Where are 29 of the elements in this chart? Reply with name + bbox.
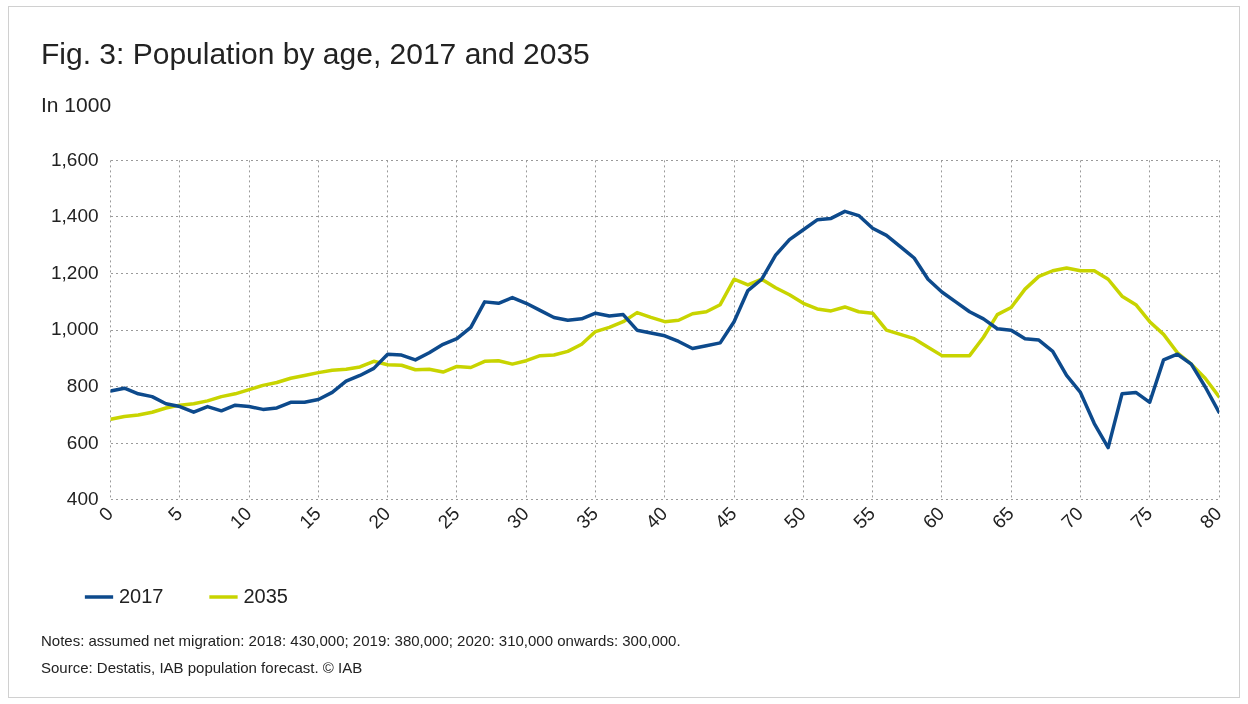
- y-tick-label: 1,200: [51, 261, 99, 283]
- x-tick-label: 35: [572, 502, 603, 533]
- x-tick-label: 65: [987, 502, 1018, 533]
- y-tick-label: 600: [66, 431, 99, 453]
- x-tick-label: 50: [780, 502, 810, 533]
- text: Notes: assumed net migration: 2018: 430,000; 2019: 380,000; 2020: 310,000 onwards: 300,000.: [41, 631, 681, 651]
- x-tick-label: 10: [225, 502, 256, 533]
- legend-label: 2035: [243, 584, 288, 607]
- y-tick-label: 400: [66, 488, 99, 510]
- y-tick-label: 1,000: [51, 318, 99, 340]
- legend-label: 2017: [119, 584, 164, 607]
- x-tick-label: 25: [433, 502, 464, 533]
- x-tick-label: 30: [502, 502, 533, 533]
- chart-title: Fig. 3: Population by age, 2017 and 2035: [41, 37, 590, 71]
- source-note: Source: Destatis, IAB population forecast. © IAB: [41, 658, 364, 678]
- x-tick-label: 15: [295, 502, 325, 533]
- y-tick-label: 800: [66, 374, 99, 396]
- x-tick-label: 40: [641, 502, 672, 533]
- x-tick-label: 75: [1126, 502, 1157, 533]
- chart-subtitle: In 1000: [41, 93, 112, 117]
- x-tick-label: 60: [918, 502, 949, 533]
- x-tick-label: 80: [1195, 502, 1226, 533]
- x-tick-label: 45: [710, 502, 741, 533]
- y-tick-label: 1,400: [51, 205, 99, 227]
- x-tick-label: 20: [364, 502, 395, 533]
- x-tick-label: 5: [164, 502, 187, 525]
- x-tick-label: 70: [1057, 502, 1087, 533]
- y-tick-label: 1,600: [51, 148, 99, 170]
- x-tick-label: 55: [849, 502, 880, 533]
